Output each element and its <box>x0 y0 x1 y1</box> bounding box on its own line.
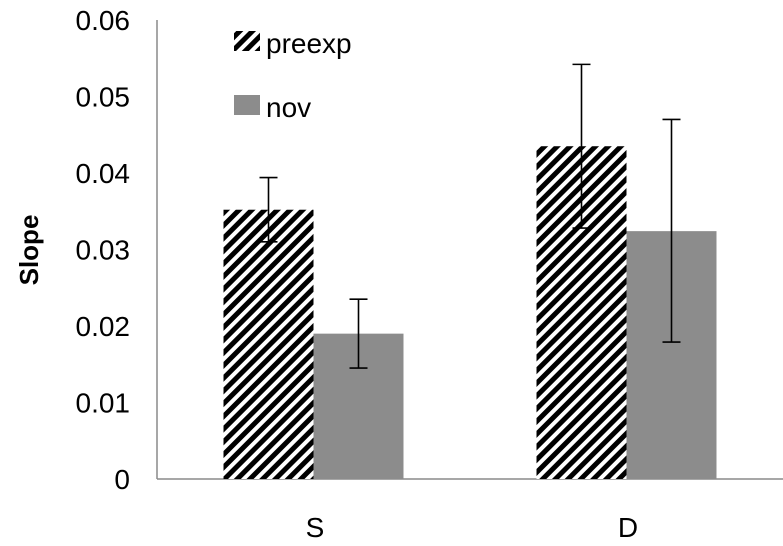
y-tick-label: 0 <box>114 464 130 495</box>
y-tick-label: 0.05 <box>76 82 131 113</box>
error-bars-group <box>259 63 681 369</box>
legend-label-nov: nov <box>266 92 311 123</box>
legend-swatch-preexp <box>234 31 260 51</box>
x-category-label-s: S <box>306 512 325 543</box>
bars-group <box>223 146 717 479</box>
y-tick-label: 0.06 <box>76 5 131 36</box>
y-tick-label: 0.03 <box>76 235 131 266</box>
y-tick-label: 0.01 <box>76 388 131 419</box>
bar-preexp-S <box>223 209 314 479</box>
legend-swatch-nov <box>234 95 260 115</box>
y-tick-label: 0.02 <box>76 311 131 342</box>
legend-label-preexp: preexp <box>266 28 352 59</box>
x-category-label-d: D <box>618 512 638 543</box>
y-axis-title: Slope <box>14 215 44 286</box>
y-axis-ticks: 0 0.01 0.02 0.03 0.04 0.05 0.06 <box>76 5 131 495</box>
legend: preexp nov <box>234 28 352 123</box>
y-tick-label: 0.04 <box>76 158 131 189</box>
